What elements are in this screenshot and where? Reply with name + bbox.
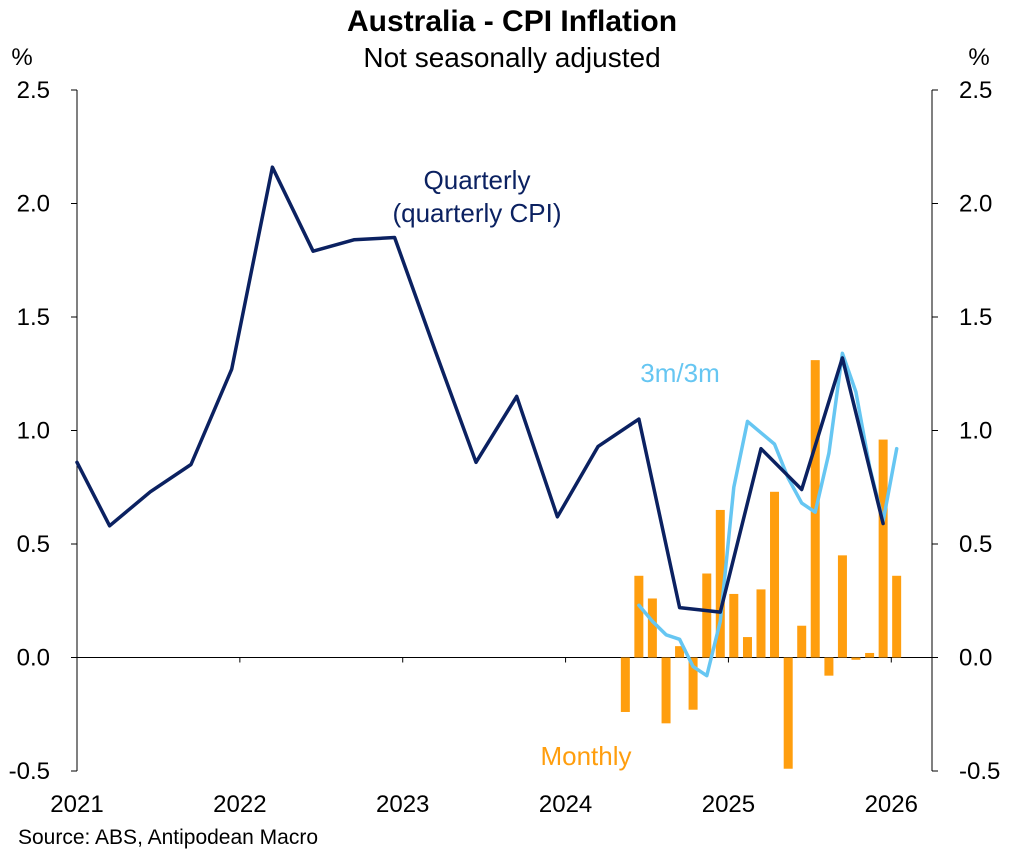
right-ytick-label: 2.5 xyxy=(959,77,992,104)
right-ytick-label: 0.0 xyxy=(959,645,992,672)
left-ytick-label: 2.0 xyxy=(17,191,50,218)
left-axis-unit: % xyxy=(11,44,32,71)
monthly-bar xyxy=(675,646,685,658)
right-ytick-label: 2.0 xyxy=(959,191,992,218)
left-ytick-label: 2.5 xyxy=(17,77,50,104)
right-ytick-label: 1.0 xyxy=(959,418,992,445)
monthly-bar xyxy=(702,573,712,658)
chart-title: Australia - CPI Inflation xyxy=(347,5,677,38)
monthly-bar xyxy=(837,555,847,658)
xtick-label: 2024 xyxy=(539,791,592,818)
line-3m3m xyxy=(637,351,899,678)
line-quarterly xyxy=(75,165,885,614)
right-ytick-label: 1.5 xyxy=(959,304,992,331)
right-ytick-label: -0.5 xyxy=(959,758,1000,785)
monthly-bar xyxy=(715,509,725,658)
xtick-label: 2026 xyxy=(865,791,918,818)
monthly-bar xyxy=(688,657,698,710)
monthly-bar xyxy=(878,439,888,658)
monthly-bar xyxy=(634,575,644,658)
left-ytick-label: 0.0 xyxy=(17,645,50,672)
monthly-bar xyxy=(824,657,834,676)
left-ytick-label: 1.5 xyxy=(17,304,50,331)
xtick-label: 2025 xyxy=(702,791,755,818)
left-ytick-label: 1.0 xyxy=(17,418,50,445)
monthly-bars xyxy=(620,360,902,769)
monthly-bar xyxy=(892,575,902,658)
xtick-label: 2022 xyxy=(213,791,266,818)
xtick-label: 2021 xyxy=(50,791,103,818)
series-lines xyxy=(75,165,899,678)
3m3m-label: 3m/3m xyxy=(640,358,719,388)
monthly-label: Monthly xyxy=(540,741,631,771)
left-ytick-label: 0.5 xyxy=(17,531,50,558)
monthly-bar xyxy=(851,657,861,660)
monthly-bar xyxy=(729,593,739,658)
tick-labels: 2.5 2.5 2.0 2.0 1.5 1.5 1.0 1.0 0.5 0.5 0.0 0.0 -0.5… xyxy=(9,77,1001,818)
right-ytick-label: 0.5 xyxy=(959,531,992,558)
monthly-bar xyxy=(742,637,752,658)
monthly-bar xyxy=(620,657,630,712)
monthly-bar xyxy=(661,657,671,724)
axes xyxy=(71,89,938,772)
xtick-label: 2023 xyxy=(376,791,429,818)
left-ytick-label: -0.5 xyxy=(9,758,50,785)
monthly-bar xyxy=(647,598,657,658)
monthly-bar xyxy=(756,589,766,658)
monthly-bar xyxy=(770,491,780,658)
source-note: Source: ABS, Antipodean Macro xyxy=(18,826,318,849)
monthly-bar xyxy=(797,625,807,658)
chart-subtitle: Not seasonally adjusted xyxy=(363,42,660,73)
right-axis-unit: % xyxy=(968,44,989,71)
quarterly-label-line1: Quarterly xyxy=(424,165,531,195)
monthly-bar xyxy=(783,657,793,769)
monthly-bar xyxy=(865,652,875,658)
quarterly-label-line2: (quarterly CPI) xyxy=(392,198,561,228)
